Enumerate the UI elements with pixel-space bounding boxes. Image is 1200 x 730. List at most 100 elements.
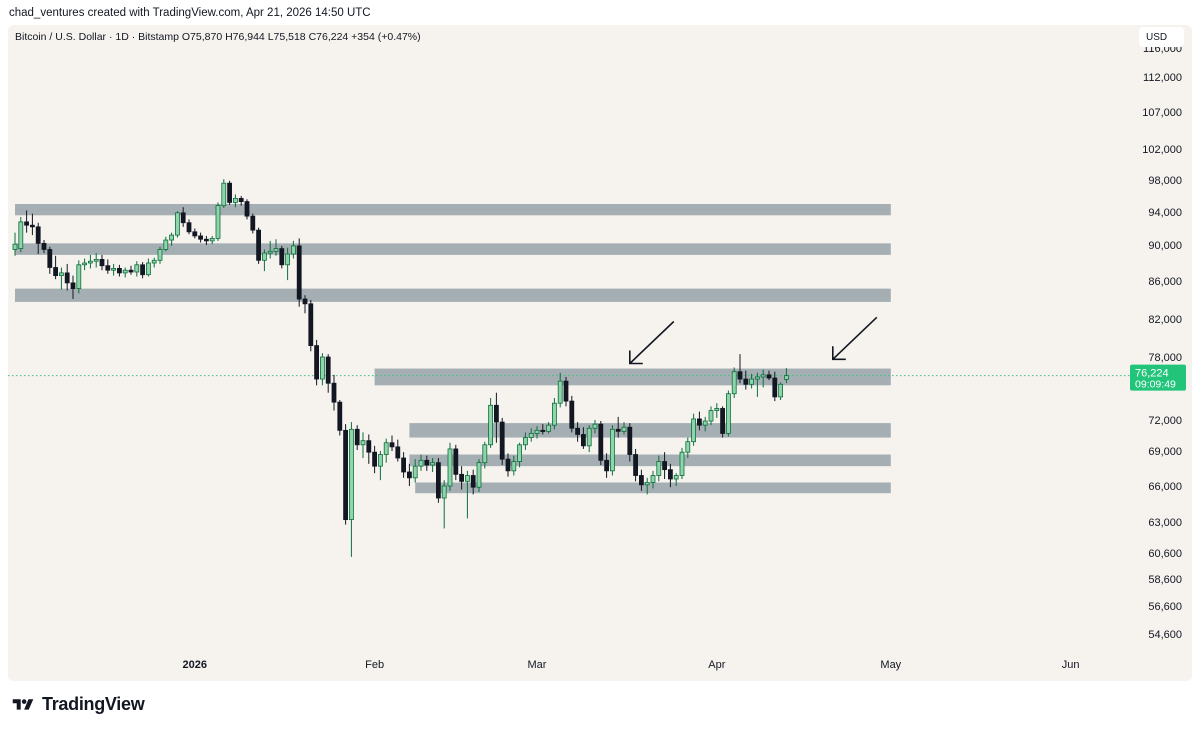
candle-body [604, 459, 609, 472]
candle-body [198, 235, 204, 240]
candle [41, 240, 47, 254]
x-axis-tick-label: 2026 [183, 659, 207, 671]
candle-body [302, 298, 308, 305]
candle-body [221, 182, 227, 206]
candle [215, 202, 221, 241]
candle-body [766, 374, 772, 379]
current-price-countdown: 09:09:49 [1135, 379, 1176, 391]
candle-body [482, 444, 488, 464]
candle [256, 227, 262, 264]
candle [401, 452, 407, 478]
x-axis-tick-label: Jun [1062, 659, 1080, 671]
candle [476, 459, 482, 492]
candle-body [366, 440, 372, 453]
candle [389, 435, 395, 451]
candle [569, 395, 575, 433]
candle [621, 422, 627, 435]
candle-body [528, 433, 534, 438]
candle-body [111, 267, 116, 271]
candle-body [389, 442, 395, 448]
candle [47, 246, 53, 274]
candle [470, 469, 476, 495]
candle [488, 397, 494, 448]
candle [273, 239, 279, 256]
candle [128, 265, 134, 275]
candle-body [99, 258, 105, 267]
candle-body [581, 434, 586, 447]
candle [679, 447, 685, 479]
candle [685, 437, 691, 458]
candle [325, 354, 331, 393]
candle [372, 445, 378, 474]
candle [499, 417, 505, 465]
y-axis-tick-label: 90,000 [1148, 240, 1182, 252]
candle [186, 219, 192, 235]
candle [93, 253, 99, 268]
candle-body [499, 421, 505, 460]
candle [203, 235, 209, 245]
candle [250, 213, 256, 234]
candle-body [348, 428, 354, 520]
candle-body [610, 428, 615, 472]
candle [383, 438, 389, 463]
candle-body [209, 237, 215, 242]
candle [430, 458, 436, 472]
candle [35, 222, 41, 254]
chart-panel[interactable]: 54,600 56,600 58,600 60,600 63,000 66,000 69,0… [8, 25, 1192, 681]
candle [418, 454, 424, 471]
candle-body [140, 264, 146, 276]
candle [227, 180, 233, 205]
annotation-arrow-head [832, 346, 846, 361]
candle-body [418, 459, 424, 467]
candlestick-chart[interactable]: 54,600 56,600 58,600 60,600 63,000 66,000 69,0… [8, 25, 1192, 681]
candle-body [145, 262, 151, 276]
candle-body [430, 462, 436, 466]
y-axis-tick-label: 66,000 [1148, 481, 1182, 493]
support-resistance-zone [15, 243, 891, 255]
candle-body [203, 238, 209, 242]
candle-body [35, 226, 41, 244]
candle [644, 477, 650, 495]
candle-body [534, 429, 540, 434]
candle [650, 470, 656, 489]
candle-body [778, 383, 783, 398]
candle-body [256, 229, 262, 261]
candle [546, 422, 551, 434]
candle [656, 455, 662, 482]
candle [453, 444, 459, 481]
candle-body [523, 437, 528, 446]
candle [633, 448, 638, 482]
candle [668, 463, 673, 488]
candle-body [285, 253, 291, 266]
y-axis-tick-label: 58,600 [1148, 574, 1182, 586]
candle [435, 458, 441, 503]
candle-body [250, 215, 256, 231]
candle-body [337, 401, 343, 431]
candle-body [331, 382, 337, 403]
candle [285, 247, 291, 281]
candle [12, 232, 18, 256]
candle-body [319, 356, 325, 380]
candle-body [53, 267, 58, 276]
candle [244, 199, 250, 220]
candle-body [441, 485, 447, 499]
candle [778, 382, 783, 401]
candle-body [592, 423, 598, 429]
candle-body [505, 458, 511, 472]
candle-body [644, 482, 650, 486]
candle [749, 373, 754, 389]
currency-button[interactable]: USD [1139, 27, 1184, 47]
candle-body [325, 356, 331, 384]
candle [697, 411, 702, 431]
candle-body [627, 426, 633, 455]
tradingview-logo-icon [12, 698, 34, 710]
candle [575, 422, 580, 442]
candle [755, 372, 760, 397]
candle [760, 369, 766, 388]
candle-body [64, 272, 70, 284]
candle-body [720, 408, 725, 434]
candle-body [493, 404, 499, 423]
candle-body [656, 461, 662, 476]
attribution-header: chad_ventures created with TradingView.c… [9, 7, 371, 19]
candle [134, 261, 140, 277]
